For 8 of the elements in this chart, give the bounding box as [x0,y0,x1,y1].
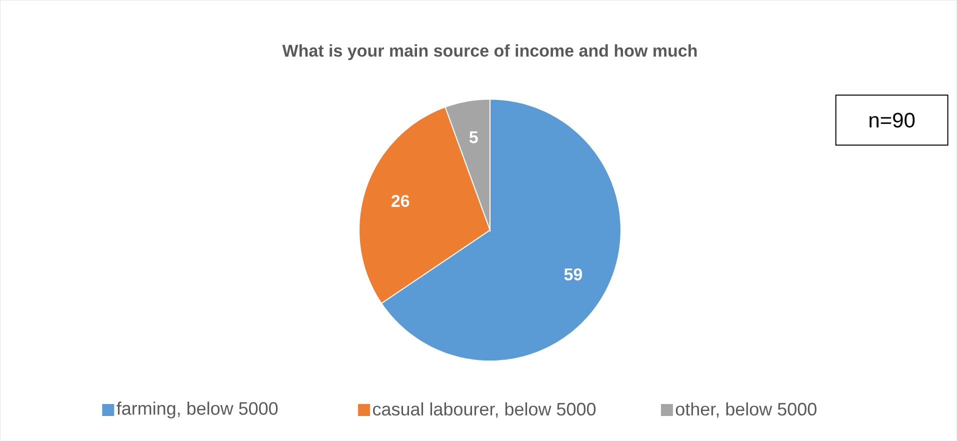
text: n=90 [870,112,915,128]
data-label: 5 [469,131,478,144]
legend-label: casual labourer, below 5000 [373,402,596,418]
legend-label: farming, below 5000 [116,402,278,418]
legend-label: other, below 5000 [676,402,816,418]
data-label: 59 [564,268,582,280]
chart-title: What is your main source of income and how much [282,44,697,60]
data-label: 26 [392,194,410,207]
